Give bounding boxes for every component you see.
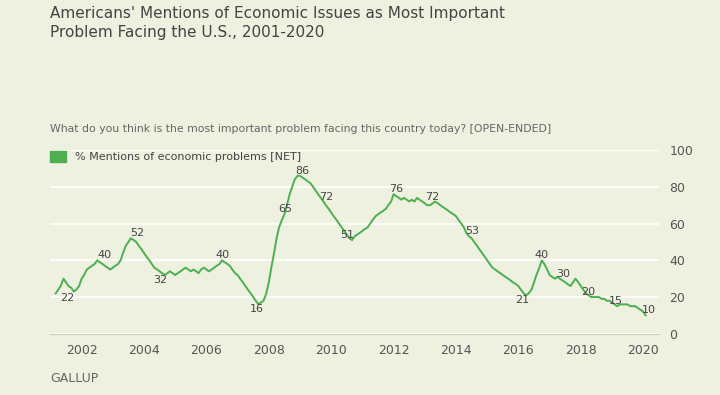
Text: 40: 40 bbox=[534, 250, 548, 260]
Text: 76: 76 bbox=[389, 184, 403, 194]
Text: 10: 10 bbox=[642, 305, 656, 315]
Text: 86: 86 bbox=[295, 166, 310, 176]
Text: 65: 65 bbox=[278, 204, 292, 214]
Text: What do you think is the most important problem facing this country today? [OPEN: What do you think is the most important … bbox=[50, 124, 552, 134]
Text: 16: 16 bbox=[250, 305, 264, 314]
Text: 40: 40 bbox=[97, 250, 112, 260]
Text: 53: 53 bbox=[465, 226, 480, 237]
Text: 40: 40 bbox=[216, 250, 230, 260]
Text: 21: 21 bbox=[516, 295, 529, 305]
Text: GALLUP: GALLUP bbox=[50, 372, 99, 385]
Text: % Mentions of economic problems [NET]: % Mentions of economic problems [NET] bbox=[75, 152, 301, 162]
Text: 72: 72 bbox=[425, 192, 439, 201]
Text: Americans' Mentions of Economic Issues as Most Important
Problem Facing the U.S.: Americans' Mentions of Economic Issues a… bbox=[50, 6, 505, 40]
Text: 72: 72 bbox=[319, 192, 333, 201]
Text: 30: 30 bbox=[556, 269, 570, 279]
Text: 51: 51 bbox=[341, 230, 354, 240]
Text: 15: 15 bbox=[609, 296, 623, 306]
Text: 20: 20 bbox=[581, 287, 595, 297]
Text: 52: 52 bbox=[130, 228, 144, 238]
Text: 32: 32 bbox=[153, 275, 168, 285]
Text: 22: 22 bbox=[60, 293, 74, 303]
